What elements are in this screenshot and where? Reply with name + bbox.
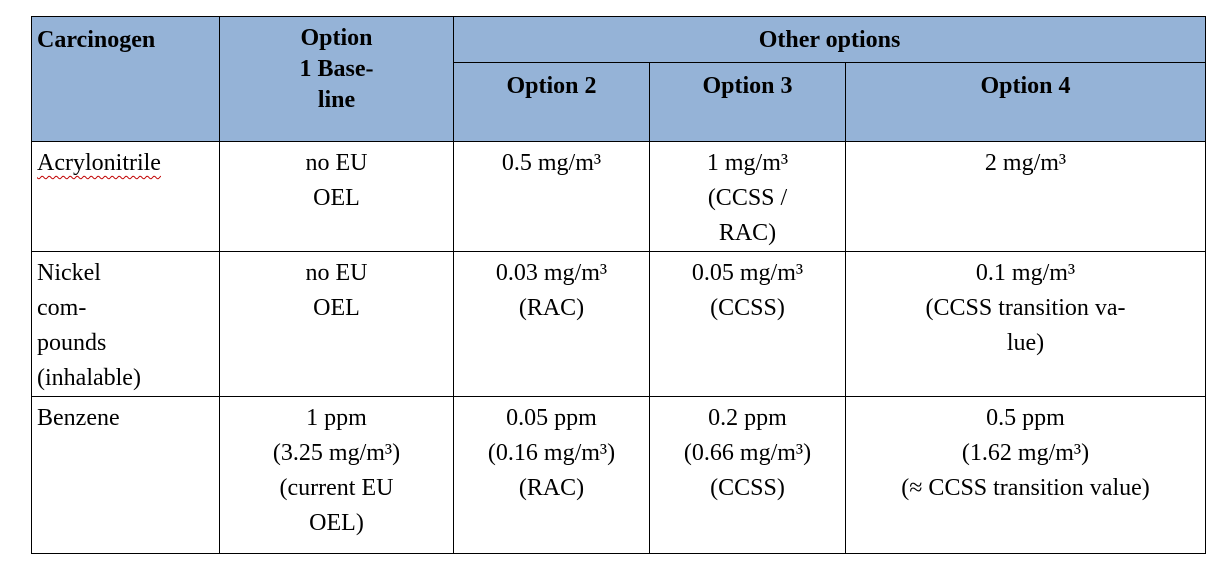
header-option-4-label: Option 4: [980, 72, 1071, 99]
header-carcinogen: Carcinogen: [31, 16, 220, 142]
option-3-value: 0.2 ppm (0.66 mg/m³) (CCSS): [683, 405, 812, 501]
cell-option-1: no EU OEL: [219, 141, 454, 252]
cell-option-2: 0.03 mg/m³ (RAC): [453, 251, 650, 397]
carcinogen-options-table: Carcinogen Option 1 Base- line Other opt…: [31, 16, 1207, 554]
cell-option-4: 0.1 mg/m³ (CCSS transition va- lue): [844, 251, 1207, 397]
header-option-3-label: Option 3: [702, 72, 793, 99]
carcinogen-name: Benzene: [37, 405, 120, 431]
option-1-value: no EU OEL: [305, 150, 368, 211]
cell-option-1: no EU OEL: [219, 251, 454, 397]
cell-carcinogen: Acrylonitrile: [31, 141, 220, 252]
cell-option-3: 0.05 mg/m³ (CCSS): [649, 251, 846, 397]
cell-carcinogen: Benzene: [31, 396, 220, 554]
cell-carcinogen: Nickel com- pounds (inhalable): [31, 251, 220, 397]
header-option-1-label: Option 1 Base- line: [299, 25, 374, 113]
option-4-value: 0.1 mg/m³ (CCSS transition va- lue): [925, 260, 1126, 356]
carcinogen-name: Nickel com- pounds (inhalable): [37, 260, 141, 391]
table-row: Acrylonitrile no EU OEL 0.5 mg/m³ 1 mg/m…: [31, 141, 1207, 252]
cell-option-4: 0.5 ppm (1.62 mg/m³) (≈ CCSS transition …: [844, 396, 1207, 554]
option-2-value: 0.5 mg/m³: [501, 150, 602, 176]
header-option-1: Option 1 Base- line: [219, 16, 454, 142]
cell-option-1: 1 ppm (3.25 mg/m³) (current EU OEL): [219, 396, 454, 554]
header-carcinogen-label: Carcinogen: [37, 27, 156, 53]
header-option-3: Option 3: [649, 61, 846, 143]
header-other-options-label: Other options: [758, 27, 901, 53]
option-3-value: 0.05 mg/m³ (CCSS): [691, 260, 804, 321]
cell-option-4: 2 mg/m³: [844, 141, 1207, 252]
cell-option-3: 1 mg/m³ (CCSS / RAC): [649, 141, 846, 252]
header-option-2-label: Option 2: [506, 72, 597, 99]
table-row: Nickel com- pounds (inhalable) no EU OEL…: [31, 251, 1207, 397]
option-4-value: 0.5 ppm (1.62 mg/m³) (≈ CCSS transition …: [901, 405, 1150, 501]
option-1-value: no EU OEL: [305, 260, 368, 321]
option-3-value: 1 mg/m³ (CCSS / RAC): [706, 150, 789, 246]
option-2-value: 0.05 ppm (0.16 mg/m³) (RAC): [487, 405, 616, 501]
header-option-4: Option 4: [844, 61, 1207, 143]
table-row: Benzene 1 ppm (3.25 mg/m³) (current EU O…: [31, 396, 1207, 554]
carcinogen-name: Acrylonitrile: [37, 150, 161, 176]
header-other-options: Other options: [452, 16, 1207, 63]
option-2-value: 0.03 mg/m³ (RAC): [495, 260, 608, 321]
header-option-2: Option 2: [453, 61, 650, 143]
cell-option-2: 0.05 ppm (0.16 mg/m³) (RAC): [453, 396, 650, 554]
cell-option-3: 0.2 ppm (0.66 mg/m³) (CCSS): [649, 396, 846, 554]
option-1-value: 1 ppm (3.25 mg/m³) (current EU OEL): [272, 405, 401, 536]
cell-option-2: 0.5 mg/m³: [453, 141, 650, 252]
option-4-value: 2 mg/m³: [984, 150, 1067, 176]
